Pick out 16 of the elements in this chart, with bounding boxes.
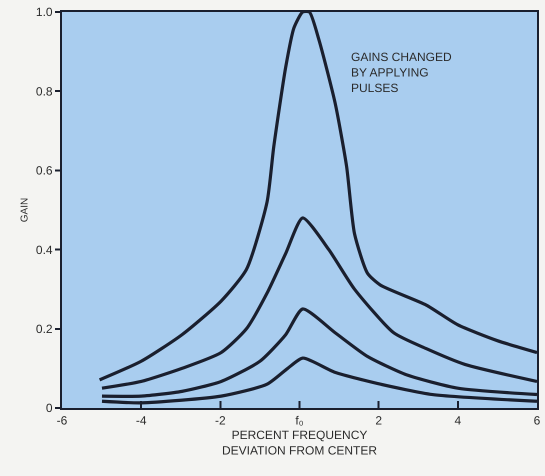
x-tick-label: f₀ [295,413,304,428]
x-tick-label: -4 [136,413,147,428]
y-tick-label: 0.2 [36,322,53,336]
x-tick-label: -6 [56,413,68,428]
annotation: GAINS CHANGED BY APPLYING PULSES [351,50,452,96]
y-tick-label: 0 [46,401,53,416]
y-tick-label: 0.6 [36,164,53,178]
y-tick-label: 1.0 [36,5,53,20]
y-tick-label: 0.8 [36,84,53,98]
x-axis-title: PERCENT FREQUENCY DEVIATION FROM CENTER [222,428,378,458]
x-tick-label: -2 [214,413,226,428]
x-tick-label: 4 [454,413,462,428]
y-axis-title: GAIN [19,198,30,222]
x-tick-label: 2 [375,413,382,428]
x-tick-label: 6 [534,413,541,428]
y-tick-label: 0.4 [36,242,53,257]
